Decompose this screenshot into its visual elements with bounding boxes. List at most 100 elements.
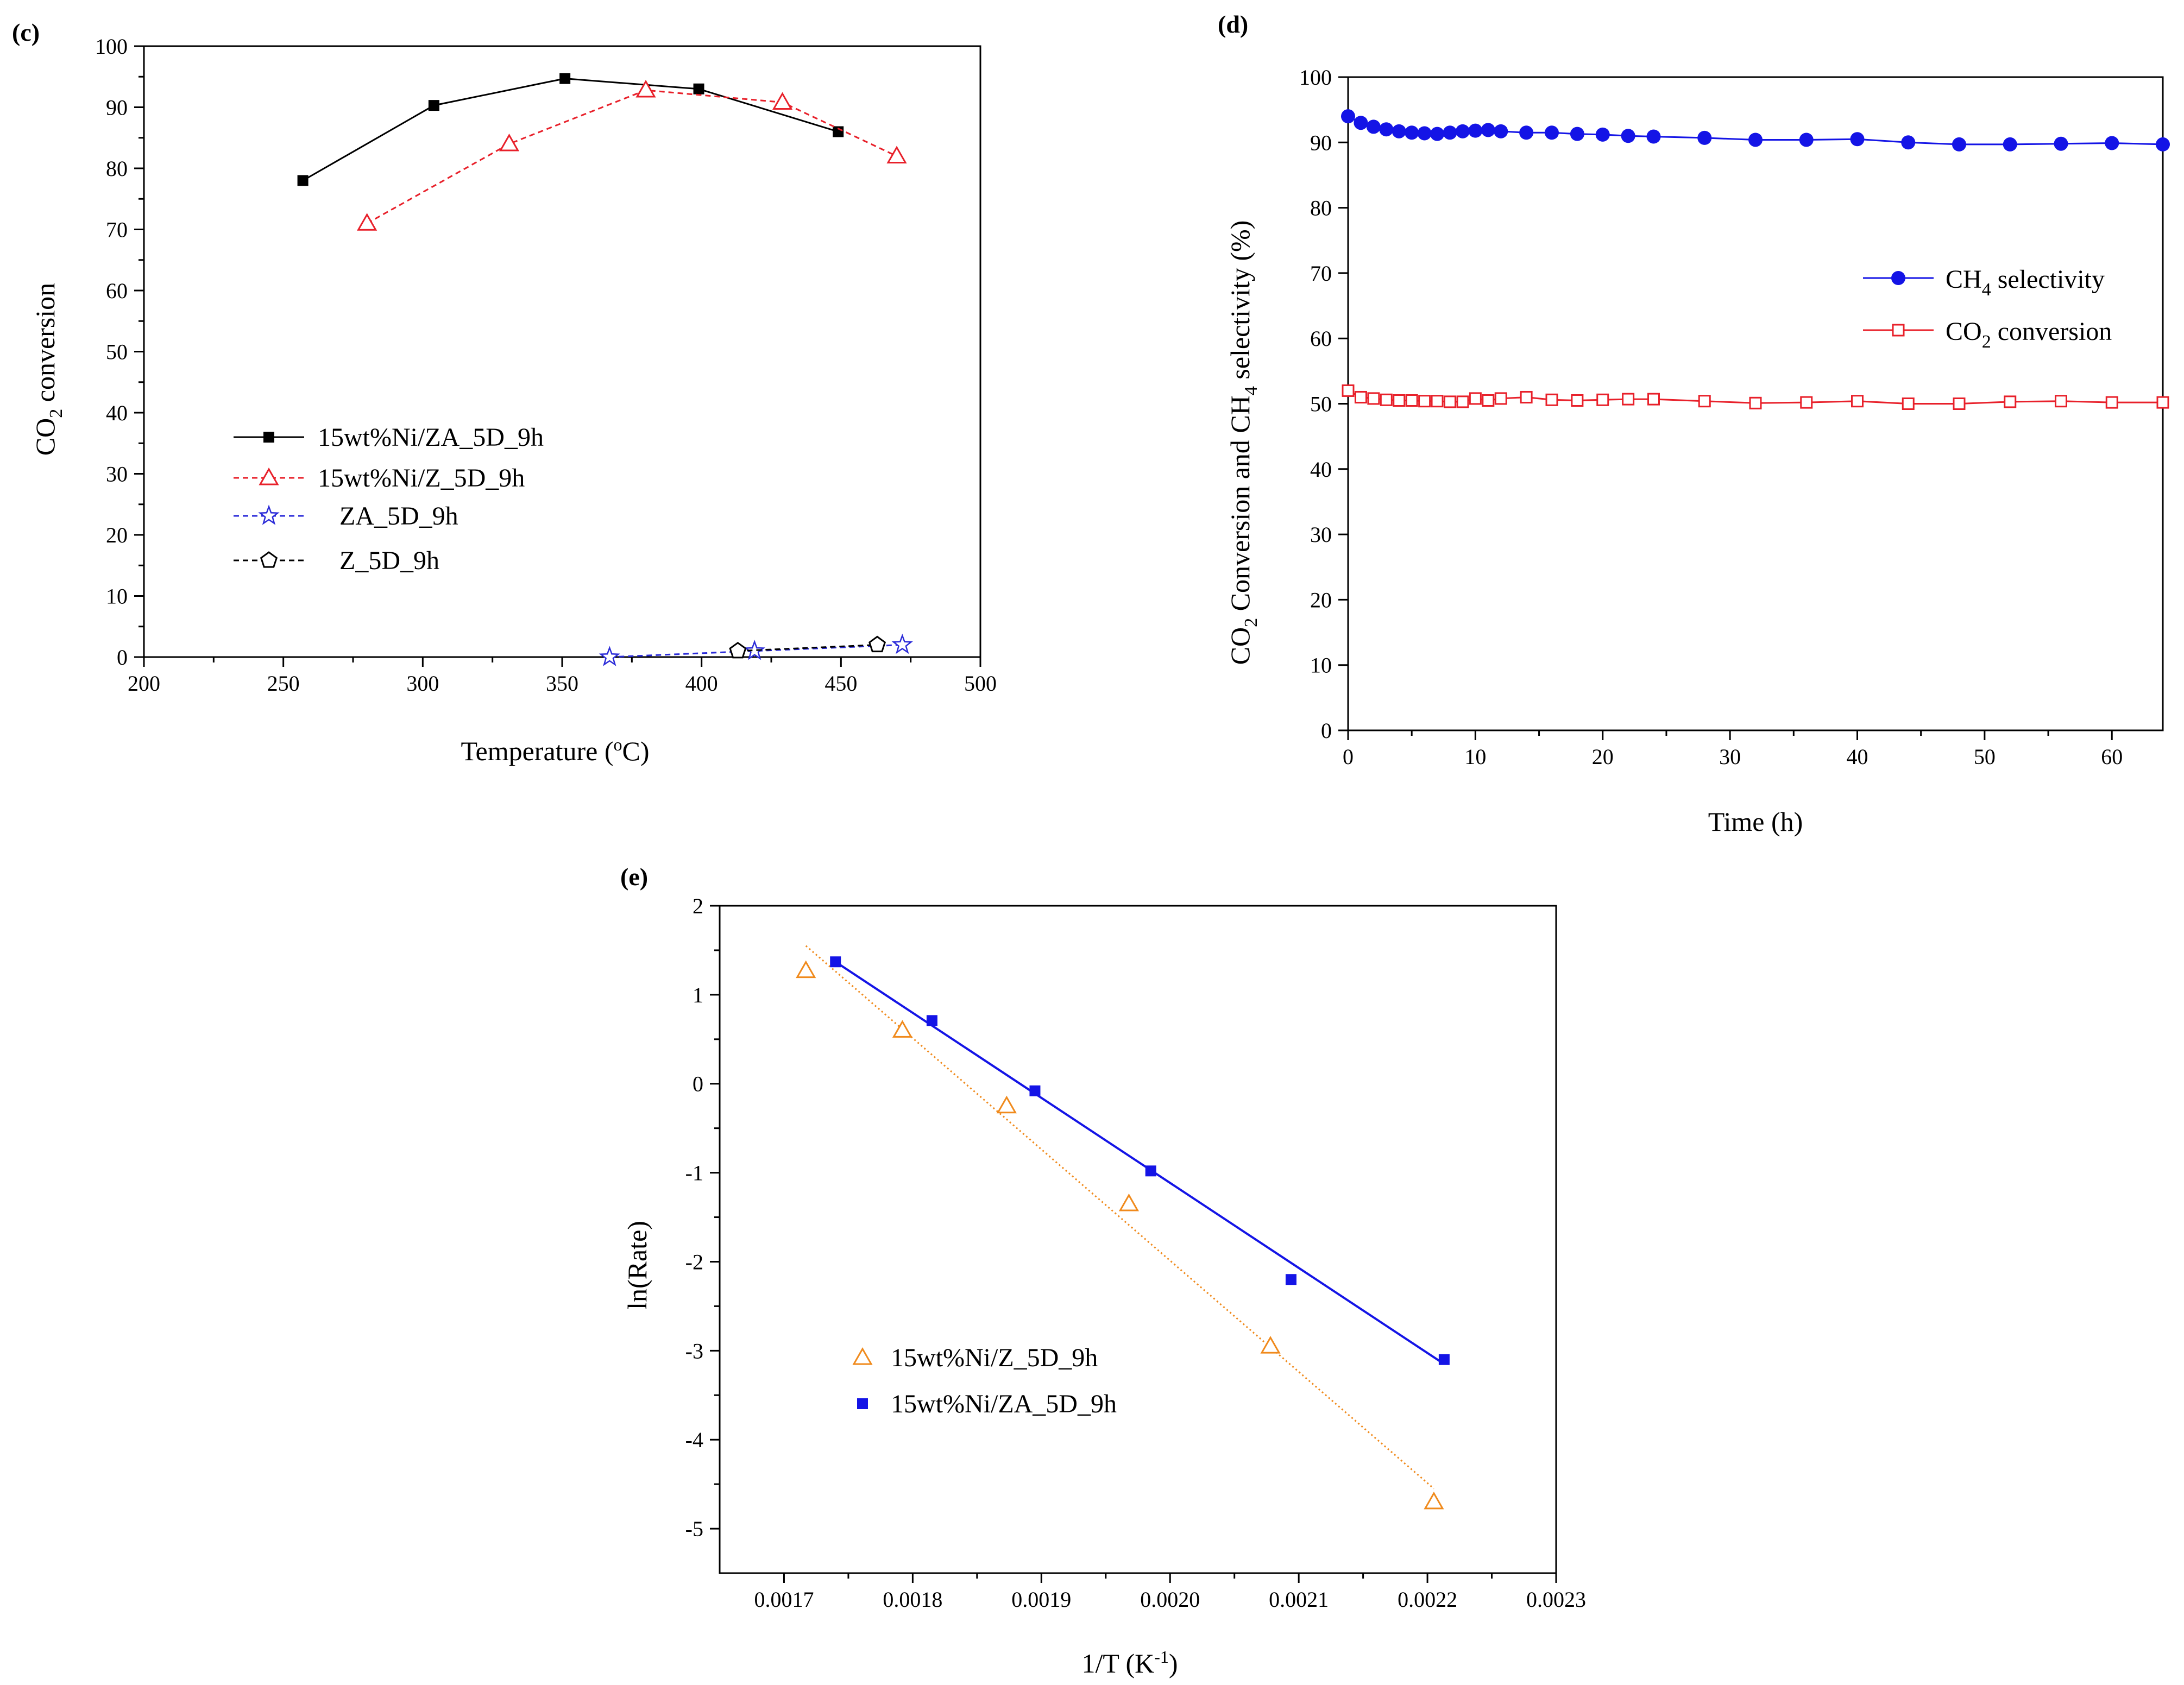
panel-label-e: (e): [620, 863, 648, 891]
data-point-e-0: [1118, 1193, 1140, 1211]
y-tick-label-e: -2: [685, 1249, 703, 1274]
y-tick-label-e: -5: [685, 1517, 703, 1541]
data-point-c-1: [635, 79, 656, 98]
x-axis-title-c: Temperature (oC): [461, 735, 649, 766]
y-tick-label-e: -4: [685, 1428, 703, 1452]
data-point-d-0: [1354, 116, 1368, 130]
x-tick-label-e: 0.0021: [1269, 1587, 1329, 1612]
x-tick-label-c: 350: [546, 671, 578, 696]
data-point-d-1: [1354, 390, 1367, 403]
x-tick-label-e: 0.0020: [1140, 1587, 1200, 1612]
legend-marker-e-0: [852, 1347, 873, 1365]
y-tick-label-c: 80: [106, 156, 128, 181]
legend-label-c-0: 15wt%Ni/ZA_5D_9h: [318, 423, 544, 452]
series-line-c-2: [609, 644, 903, 658]
data-point-d-1: [1342, 384, 1355, 397]
data-point-d-0: [1443, 125, 1457, 140]
data-point-d-1: [1380, 393, 1393, 406]
y-tick-label-d: 90: [1310, 130, 1332, 155]
y-tick-label-c: 40: [106, 401, 128, 425]
y-tick-label-d: 100: [1299, 65, 1332, 90]
x-tick-label-d: 30: [1719, 744, 1741, 769]
data-point-c-0: [693, 83, 704, 94]
data-point-e-1: [830, 956, 841, 968]
y-tick-label-c: 20: [106, 523, 128, 547]
y-tick-label-d: 50: [1310, 392, 1332, 416]
data-point-e-0: [1260, 1336, 1281, 1354]
data-point-d-1: [1800, 396, 1813, 409]
data-point-c-3: [868, 635, 886, 653]
data-point-d-1: [1571, 394, 1584, 407]
data-point-d-1: [1405, 394, 1418, 407]
data-point-d-1: [1596, 393, 1609, 406]
x-tick-label-d: 10: [1464, 744, 1486, 769]
data-point-d-1: [1494, 392, 1507, 405]
chart-e: (e) 0.0017 0.0018 0.0019 0.0020 0.0021 0.0022…: [620, 863, 1586, 1678]
data-point-d-1: [1698, 395, 1711, 408]
data-point-d-1: [1367, 392, 1380, 405]
x-axis-title-d: Time (h): [1708, 806, 1803, 837]
data-point-d-0: [1417, 126, 1432, 141]
data-point-d-1: [1647, 393, 1660, 406]
data-point-d-0: [1952, 137, 1966, 152]
x-tick-label-e: 0.0017: [754, 1587, 814, 1612]
y-tick-label-c: 70: [106, 218, 128, 242]
x-tick-label-c: 500: [964, 671, 997, 696]
legend-label-e-1: 15wt%Ni/ZA_5D_9h: [891, 1390, 1117, 1418]
legend-marker-d-0: [1891, 271, 1905, 285]
legend-label-d-0: CH4 selectivity: [1946, 265, 2105, 300]
data-point-e-1: [1145, 1165, 1156, 1177]
data-point-d-0: [1379, 122, 1394, 137]
data-point-d-0: [1430, 127, 1445, 141]
series-line-c-3: [738, 644, 878, 652]
panel-label-c: (c): [12, 18, 40, 46]
data-point-e-1: [926, 1015, 937, 1026]
data-point-c-2: [744, 640, 765, 660]
legend-label-c-3: Z_5D_9h: [339, 546, 439, 575]
y-axis-title-e: ln(Rate): [622, 1221, 652, 1310]
data-point-e-1: [1285, 1274, 1296, 1285]
x-tick-label-e: 0.0023: [1526, 1587, 1586, 1612]
legend-d: CH4 selectivity CO2 conversion: [1863, 265, 2112, 352]
plot-frame-e: [719, 905, 1557, 1574]
y-tick-label-c: 0: [117, 645, 128, 670]
y-tick-label-d: 70: [1310, 261, 1332, 286]
data-point-d-1: [2156, 396, 2169, 409]
y-tick-label-d: 40: [1310, 457, 1332, 482]
data-point-c-0: [297, 175, 309, 186]
data-point-d-0: [1392, 124, 1406, 138]
y-tick-label-d: 80: [1310, 196, 1332, 220]
x-tick-label-c: 450: [824, 671, 857, 696]
legend-label-e-0: 15wt%Ni/Z_5D_9h: [891, 1343, 1098, 1372]
data-point-e-0: [1424, 1491, 1444, 1510]
data-point-d-1: [1431, 395, 1444, 408]
y-tick-label-e: 1: [693, 983, 703, 1007]
x-tick-label-e: 0.0019: [1011, 1587, 1071, 1612]
x-tick-label-c: 200: [128, 671, 160, 696]
data-point-d-0: [1621, 129, 1635, 143]
data-point-d-0: [1468, 123, 1483, 138]
x-tick-label-c: 400: [685, 671, 718, 696]
y-tick-label-d: 20: [1310, 588, 1332, 612]
data-point-d-0: [1494, 124, 1508, 138]
data-point-d-1: [1520, 390, 1533, 403]
chart-d: (d) 0 10 20 30 40 50 600102030405060708090100 …: [1218, 10, 2170, 837]
data-point-e-0: [796, 960, 816, 979]
data-point-d-0: [1519, 125, 1534, 140]
data-point-e-1: [1438, 1354, 1450, 1365]
data-point-d-1: [1953, 397, 1966, 410]
data-point-e-0: [996, 1095, 1017, 1114]
data-point-c-1: [886, 146, 907, 163]
data-point-d-1: [2055, 395, 2067, 408]
data-point-d-0: [2156, 137, 2170, 152]
legend-marker-c-2: [258, 504, 280, 525]
legend-marker-c-1: [259, 467, 279, 485]
x-axis-title-e: 1/T (K-1): [1081, 1647, 1178, 1678]
x-tick-label-d: 50: [1974, 744, 1996, 769]
data-point-d-1: [1469, 392, 1482, 405]
legend-label-c-2: ZA_5D_9h: [339, 502, 458, 531]
y-tick-label-c: 30: [106, 462, 128, 487]
y-tick-label-c: 90: [106, 96, 128, 120]
fit-line-e-1: [835, 961, 1445, 1365]
data-point-d-0: [1481, 123, 1495, 137]
